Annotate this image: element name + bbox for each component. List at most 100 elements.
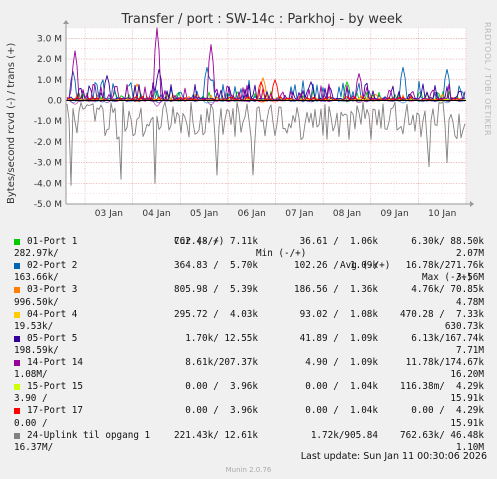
x-tick-label: 09 Jan (380, 209, 408, 219)
series-min: 4.90 / 1.09k (305, 357, 378, 369)
series-min: 186.56 / 1.36k (294, 284, 378, 296)
munin-version: Munin 2.0.76 (225, 466, 272, 474)
series-label: 03-Port 3 (27, 284, 78, 296)
chart-area: Transfer / port : SW-14c : Parkhoj - by … (0, 0, 497, 224)
legend-row: 05-Port 5 1.70k/ 12.55k 41.89 / 1.09k 6.13k… (0, 333, 497, 345)
legend-row-wrap: 3.90 / 15.91k (0, 393, 497, 405)
legend-row: 24-Uplink til opgang 1 221.43k/ 12.61k 1.7… (0, 430, 497, 442)
series-wrap-max: 2.07M (456, 248, 484, 260)
rrdtool-label: RRDTOOL / TOBI OETIKER (483, 22, 492, 136)
series-swatch (14, 311, 20, 318)
series-avg-max: 116.38m/ 4.29k (400, 381, 484, 393)
x-tick-label: 04 Jan (142, 209, 170, 219)
legend-row-wrap: 19.53k/630.73k (0, 321, 497, 333)
series-wrap-max: 1.10M (456, 441, 484, 453)
series-cur: 762.48 / 7.11k (174, 236, 258, 248)
y-tick-label: -2.0 M (34, 138, 62, 148)
legend-header: Cur (-/+) Min (-/+) Avg (-/+) Max (-/+) (0, 224, 497, 283)
plot-area: 3.0 M 2.0 M 1.0 M 0.0 -1.0 M -2.0 M -3.0 M -4.0… (34, 20, 474, 219)
plot-background (66, 28, 466, 204)
series-cur: 1.70k/ 12.55k (185, 332, 258, 344)
series-wrap-max: 15.91k (450, 393, 484, 405)
y-axis-label: Bytes/second rcvd (-) / trans (+) (6, 43, 17, 204)
chart-title: Transfer / port : SW-14c : Parkhoj - by … (121, 12, 403, 27)
series-wrap-max: 15.91k (450, 417, 484, 429)
series-swatch (14, 408, 20, 415)
legend-row-wrap: 163.66k/3.56M (0, 272, 497, 284)
series-avg-max: 762.63k/ 46.48k (400, 429, 484, 441)
x-tick-label: 07 Jan (285, 209, 313, 219)
series-swatch (14, 360, 20, 367)
series-cur: 364.83 / 5.70k (174, 260, 258, 272)
series-line (66, 68, 466, 101)
header-min: Min (-/+) (256, 248, 307, 260)
series-avg-max: 470.28 / 7.33k (400, 308, 484, 320)
series-min: 0.00 / 1.04k (305, 381, 378, 393)
series-wrap-max: 4.78M (456, 296, 484, 308)
x-tick-label: 05 Jan (190, 209, 218, 219)
series-min: 102.26 / 1.09k (294, 260, 378, 272)
series-min: 93.02 / 1.08k (299, 308, 378, 320)
series-swatch (14, 263, 20, 270)
series-line (66, 101, 466, 186)
x-tick-label: 10 Jan (428, 209, 456, 219)
series-wrap-max: 630.73k (444, 320, 484, 332)
series-avg-max: 11.78k/174.67k (405, 357, 484, 369)
series-cur: 8.61k/207.37k (185, 357, 258, 369)
y-tick-label: 0.0 (48, 96, 63, 106)
series-min: 41.89 / 1.09k (299, 332, 378, 344)
series-wrap-max: 7.71M (456, 344, 484, 356)
y-tick-label: 3.0 M (37, 34, 62, 44)
series-wrap-value: 996.50k/ (14, 296, 59, 308)
legend-row-wrap: 282.97k/2.07M (0, 248, 497, 260)
series-swatch (14, 432, 20, 439)
series-cur: 805.98 / 5.39k (174, 284, 258, 296)
legend-row-wrap: 996.50k/4.78M (0, 297, 497, 309)
legend-row: 02-Port 2 364.83 / 5.70k 102.26 / 1.09k 16.… (0, 260, 497, 272)
legend-row: 01-Port 1 762.48 / 7.11k 36.61 / 1.06k 6.30… (0, 236, 497, 248)
series-wrap-value: 163.66k/ (14, 272, 59, 284)
series-label: 15-Port 15 (27, 381, 83, 393)
legend-row-wrap: 16.37M/1.10M (0, 442, 497, 454)
y-axis-arrow (63, 20, 69, 24)
series-wrap-value: 19.53k/ (14, 320, 54, 332)
y-tick-label: 2.0 M (37, 55, 62, 65)
series-swatch (14, 239, 20, 246)
last-update: Last update: Sun Jan 11 00:30:06 2026 (300, 451, 487, 462)
series-swatch (14, 335, 20, 342)
series-label: 04-Port 4 (27, 308, 78, 320)
y-tick-label: -3.0 M (34, 159, 62, 169)
series-avg-max: 0.00 / 4.29k (411, 405, 484, 417)
legend-row: 15-Port 15 0.00 / 3.96k 0.00 / 1.04k 116.38… (0, 381, 497, 393)
series-wrap-value: 198.59k/ (14, 344, 59, 356)
series-label: 24-Uplink til opgang 1 (27, 429, 151, 441)
series-avg-max: 16.78k/271.76k (405, 260, 484, 272)
series-cur: 0.00 / 3.96k (185, 381, 258, 393)
legend: Cur (-/+) Min (-/+) Avg (-/+) Max (-/+) … (0, 224, 497, 454)
series-label: 02-Port 2 (27, 260, 78, 272)
header-max: Max (-/+) (422, 272, 473, 284)
x-tick-label: 06 Jan (238, 209, 266, 219)
series-min: 1.72k/905.84 (310, 429, 378, 441)
series-wrap-value: 3.90 / (14, 393, 48, 405)
series-avg-max: 4.76k/ 70.85k (411, 284, 484, 296)
x-tick-label: 03 Jan (95, 209, 123, 219)
series-cur: 221.43k/ 12.61k (174, 429, 258, 441)
y-tick-label: -5.0 M (34, 200, 62, 210)
series-label: 14-Port 14 (27, 357, 83, 369)
x-axis-arrow (470, 201, 474, 207)
x-tick-label: 08 Jan (333, 209, 361, 219)
series-wrap-value: 16.37M/ (14, 441, 54, 453)
legend-row: 17-Port 17 0.00 / 3.96k 0.00 / 1.04k 0.00 /… (0, 405, 497, 417)
series-wrap-max: 3.56M (456, 272, 484, 284)
series-label: 05-Port 5 (27, 332, 78, 344)
series-wrap-value: 282.97k/ (14, 248, 59, 260)
series-wrap-max: 16.20M (450, 369, 484, 381)
legend-row: 04-Port 4 295.72 / 4.03k 93.02 / 1.08k 470.… (0, 309, 497, 321)
y-tick-label: 1.0 M (37, 76, 62, 86)
series-label: 01-Port 1 (27, 236, 78, 248)
series-avg-max: 6.13k/167.74k (411, 332, 484, 344)
legend-row-wrap: 0.00 / 15.91k (0, 418, 497, 430)
y-tick-label: -4.0 M (34, 179, 62, 189)
series-avg-max: 6.30k/ 88.50k (411, 236, 484, 248)
